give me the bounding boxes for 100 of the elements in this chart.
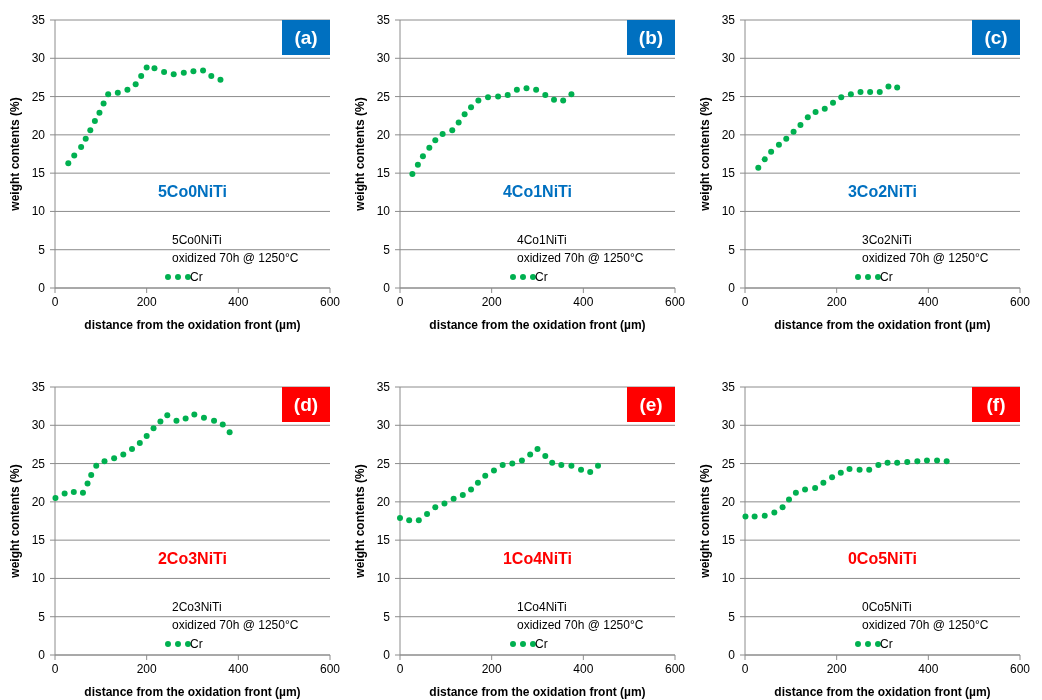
point [190,68,197,75]
annotation: 5Co0NiTi [172,233,222,247]
x-tick-label: 400 [918,662,939,676]
point [923,457,930,464]
point [450,495,457,502]
y-tick-label: 0 [38,648,46,662]
point [426,144,433,151]
y-tick-label: 15 [376,166,391,181]
y-tick-label: 15 [31,533,46,548]
y-tick-label: 35 [31,380,46,394]
point [101,458,108,465]
annotation: (c) [984,27,1008,48]
y-tick-label: 15 [376,533,391,548]
x-tick-label: 400 [573,295,594,309]
point [105,91,112,98]
point [761,156,768,163]
point [894,84,901,91]
point [568,462,575,469]
point [406,517,413,524]
y-tick-label: 30 [376,51,391,66]
point [136,439,143,446]
point [838,94,845,101]
point [415,517,422,524]
x-tick-label: 0 [396,662,404,676]
point [61,490,68,497]
point [821,105,828,112]
legend-label: Cr [190,270,203,284]
point [533,86,540,93]
y-tick-label: 25 [376,456,391,471]
y-tick-label: 35 [376,13,391,27]
y-tick-label: 35 [31,13,46,27]
y-tick-label: 35 [721,13,736,27]
point [419,153,426,160]
point [397,514,403,521]
point [226,429,233,436]
y-tick-label: 30 [376,418,391,433]
x-tick-label: 200 [481,295,502,309]
point [70,488,77,495]
x-tick-label: 0 [396,295,404,309]
point [534,446,541,453]
legend-label: Cr [535,270,548,284]
annotation: 4Co1NiTi [517,233,567,247]
point [495,93,502,100]
y-tick-label: 0 [728,281,736,295]
annotation: 0Co5NiTi [862,600,912,614]
point [468,486,475,493]
point [885,83,892,90]
y-tick-label: 35 [721,380,736,394]
y-tick-label: 10 [376,571,391,586]
point [78,144,85,151]
point [804,114,811,121]
annotation: oxidized 70h @ 1250°C [517,251,644,265]
point [414,161,421,168]
point [783,135,790,142]
point [846,465,853,472]
y-axis-title: weight contents (%) [353,97,367,212]
point [409,170,416,177]
y-tick-label: 0 [38,281,46,295]
y-tick-label: 25 [376,89,391,104]
y-tick-label: 0 [728,648,736,662]
annotation: (e) [639,394,663,415]
point [513,86,520,93]
y-tick-label: 20 [721,127,736,142]
x-tick-label: 0 [741,295,749,309]
point [114,89,121,96]
x-tick-label: 200 [136,662,157,676]
point [150,425,157,432]
point [542,92,549,99]
point [432,504,439,511]
point [200,67,207,74]
y-tick-label: 30 [721,51,736,66]
y-tick-label: 20 [376,494,391,509]
point [876,88,883,95]
point [161,69,168,76]
point [173,417,180,424]
legend-label: Cr [190,637,203,651]
point [485,94,491,101]
point [499,462,506,469]
annotation: oxidized 70h @ 1250°C [862,618,989,632]
point [208,72,215,79]
point [82,135,89,142]
point [523,85,530,92]
point [542,452,549,459]
x-tick-label: 400 [228,295,249,309]
y-tick-label: 10 [721,571,736,586]
point [439,131,446,138]
point [424,511,431,518]
point [91,118,98,125]
point [474,479,481,486]
y-tick-label: 5 [38,609,46,624]
point [884,459,891,466]
point [120,451,127,458]
point [568,91,575,98]
point [786,496,792,503]
x-tick-label: 200 [136,295,157,309]
y-axis-title: weight contents (%) [8,97,22,212]
y-tick-label: 5 [38,242,46,257]
legend-label: Cr [880,637,893,651]
point [157,418,164,425]
point [124,86,131,93]
